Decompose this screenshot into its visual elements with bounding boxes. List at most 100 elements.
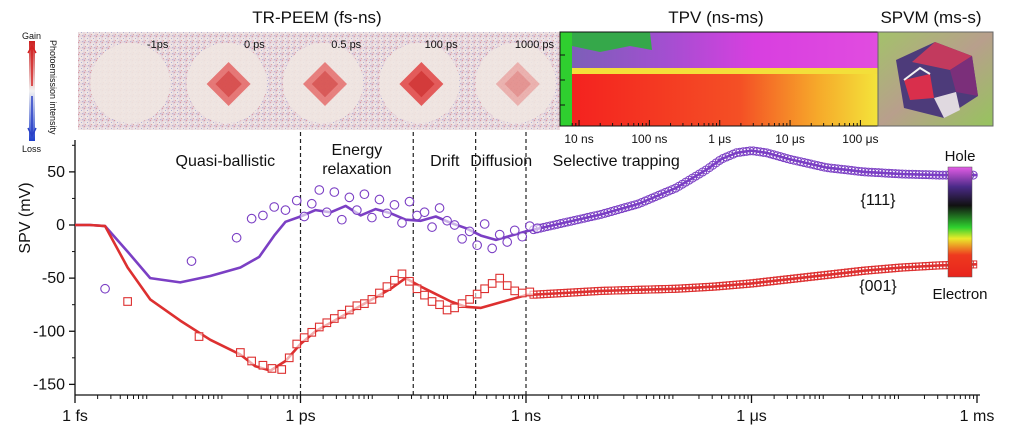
data-point <box>450 303 459 313</box>
tpv-tick-label: 10 μs <box>775 132 805 146</box>
data-point <box>887 168 897 178</box>
data-point <box>762 148 772 158</box>
peem-colorbar: Gain Loss Photoemission intensity <box>22 31 58 154</box>
data-point <box>487 243 498 254</box>
data-point <box>755 147 765 157</box>
data-point <box>246 213 257 224</box>
spv-plot: Quasi-ballistic Energy relaxation Drift Diff… <box>17 132 994 425</box>
data-point <box>742 146 752 156</box>
x-tick-label: 1 ps <box>285 408 315 425</box>
region-label: Quasi-ballistic <box>176 153 276 170</box>
data-point <box>352 301 362 311</box>
data-point <box>934 170 944 180</box>
region-label: Energy <box>332 142 383 159</box>
data-point <box>894 169 904 179</box>
data-point <box>806 159 816 169</box>
data-point <box>772 151 782 161</box>
data-point <box>359 189 370 200</box>
data-point <box>853 166 863 176</box>
data-point <box>247 356 256 366</box>
data-point <box>321 207 332 218</box>
data-point <box>367 295 377 304</box>
data-point <box>576 214 586 224</box>
data-point <box>307 327 317 337</box>
peem-panel: 0 ps <box>174 32 271 130</box>
data-point <box>769 150 779 160</box>
data-point <box>442 215 452 226</box>
data-point <box>830 164 840 174</box>
x-tick-label: 1 ms <box>960 408 995 425</box>
data-point <box>382 208 392 219</box>
data-point <box>186 256 197 266</box>
data-point <box>782 154 792 164</box>
data-point <box>258 360 268 370</box>
data-point <box>826 163 836 173</box>
series-label-111: {111} <box>860 192 896 209</box>
data-point <box>884 168 894 178</box>
y-tick-label: -50 <box>42 270 65 287</box>
data-point <box>789 155 799 165</box>
data-point <box>846 165 856 175</box>
data-point <box>375 288 384 298</box>
data-point <box>442 305 452 315</box>
data-point <box>586 212 596 222</box>
data-point <box>292 339 302 349</box>
tpv-map: 10 ns 100 ns 1 μs 10 μs 100 μs <box>559 31 879 146</box>
y-tick-label: 0 <box>56 217 65 234</box>
data-point <box>397 269 407 279</box>
data-point <box>322 318 332 328</box>
data-point <box>901 169 911 179</box>
data-point <box>552 219 562 229</box>
data-point <box>336 214 347 225</box>
data-point <box>479 219 490 229</box>
data-point <box>419 207 430 218</box>
region-label: Selective trapping <box>553 153 680 170</box>
trpeem-header: TR-PEEM (fs-ns) <box>252 8 381 27</box>
gain-arrow-icon <box>27 44 37 86</box>
data-point <box>931 170 941 180</box>
data-point <box>314 185 325 195</box>
loss-arrow-icon <box>27 96 37 138</box>
data-point <box>809 160 819 170</box>
data-point <box>236 348 245 357</box>
x-tick-label: 1 fs <box>62 408 88 425</box>
data-point <box>502 237 513 247</box>
data-point <box>610 206 620 216</box>
data-point <box>572 215 582 225</box>
tpv-tick-label: 1 μs <box>708 132 731 146</box>
data-point <box>100 283 110 294</box>
data-point <box>593 210 603 220</box>
data-point <box>745 146 755 156</box>
tpv-header: TPV (ns-ms) <box>668 8 763 27</box>
data-point <box>517 231 528 242</box>
peem-panel: 0.5 ps <box>270 32 368 130</box>
data-point <box>765 149 775 159</box>
tpv-tick-label: 100 μs <box>842 132 878 146</box>
data-point <box>840 165 850 175</box>
data-point <box>517 288 527 298</box>
data-point <box>258 210 268 221</box>
data-point <box>914 169 924 179</box>
series-layer <box>75 146 978 374</box>
data-point <box>596 209 606 219</box>
x-tick-label: 1 ns <box>511 408 541 425</box>
data-point <box>532 223 543 234</box>
data-point <box>850 166 860 176</box>
spvm-image <box>877 31 994 127</box>
data-point <box>449 220 460 230</box>
hole-label: Hole <box>945 148 976 165</box>
data-point <box>627 201 637 211</box>
axes: 1 fs 1 ps 1 ns 1 μs 1 ms 50 0 -50 -100 -150 <box>33 140 994 425</box>
data-point <box>738 147 748 157</box>
data-point <box>579 213 589 223</box>
region-labels: Quasi-ballistic Energy relaxation Drift Diff… <box>176 142 680 178</box>
data-point <box>775 152 785 162</box>
spvm-header: SPVM (ms-s) <box>880 8 981 27</box>
data-point <box>435 300 444 310</box>
data-point <box>280 205 291 215</box>
data-point <box>802 158 812 168</box>
data-point <box>748 146 758 156</box>
data-point <box>284 353 294 363</box>
data-point <box>583 212 593 222</box>
data-point <box>404 196 415 207</box>
